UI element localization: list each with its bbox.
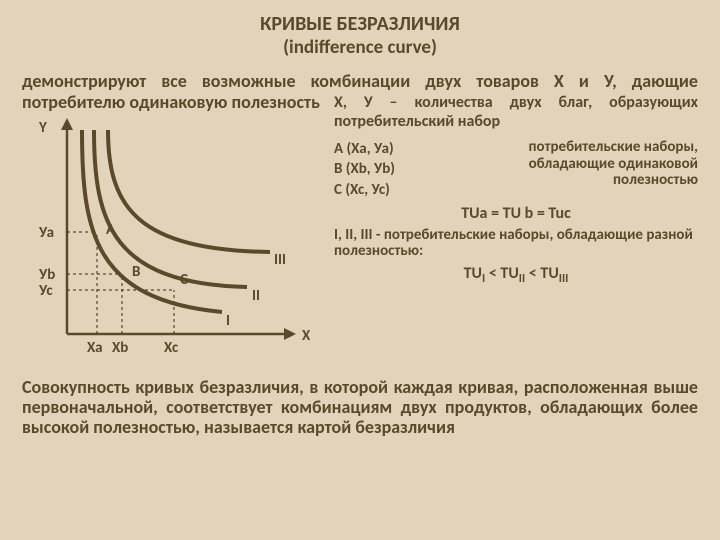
svg-text:А: А bbox=[106, 221, 116, 239]
inequality: TUI < TUII < TUIII bbox=[334, 264, 698, 286]
content-row: YXУаУbУсХаХbХсIIIIIIАВС Х, У – количеств… bbox=[0, 112, 720, 372]
page-title: КРИВЫЕ БЕЗРАЗЛИЧИЯ bbox=[0, 0, 720, 36]
svg-text:Y: Y bbox=[38, 119, 47, 137]
footer-text: Совокупность кривых безразличия, в котор… bbox=[0, 372, 720, 437]
axes-explain: Х, У – количества двух благ, образующих … bbox=[334, 94, 698, 131]
svg-text:С: С bbox=[180, 271, 188, 289]
svg-text:I: I bbox=[226, 312, 230, 330]
right-column: Х, У – количества двух благ, образующих … bbox=[322, 112, 698, 372]
point-a: А (Ха, Уа) bbox=[334, 139, 454, 159]
sets-desc: I, II, III - потребительские наборы, обл… bbox=[334, 227, 698, 260]
points-desc: потребительские наборы, обладающие одина… bbox=[454, 139, 698, 200]
page-subtitle: (indifference curve) bbox=[0, 36, 720, 59]
point-c: С (Хс, Ус) bbox=[334, 180, 454, 200]
svg-text:Хс: Хс bbox=[164, 339, 179, 357]
equality: TUа = TU b = Tuс bbox=[334, 204, 698, 223]
svg-text:Ха: Ха bbox=[87, 339, 103, 357]
svg-text:II: II bbox=[252, 287, 260, 305]
svg-text:В: В bbox=[132, 263, 140, 281]
points-block: А (Ха, Уа) В (Хb, Уb) С (Хс, Ус) потреби… bbox=[334, 139, 698, 200]
point-b: В (Хb, Уb) bbox=[334, 159, 454, 179]
svg-text:Ус: Ус bbox=[38, 282, 53, 300]
chart-area: YXУаУbУсХаХbХсIIIIIIАВС bbox=[22, 112, 322, 372]
svg-text:III: III bbox=[274, 251, 286, 269]
svg-text:Хb: Хb bbox=[112, 339, 128, 357]
svg-text:X: X bbox=[302, 327, 311, 345]
svg-text:Уа: Уа bbox=[38, 224, 54, 242]
indifference-chart: YXУаУbУсХаХbХсIIIIIIАВС bbox=[22, 112, 322, 372]
